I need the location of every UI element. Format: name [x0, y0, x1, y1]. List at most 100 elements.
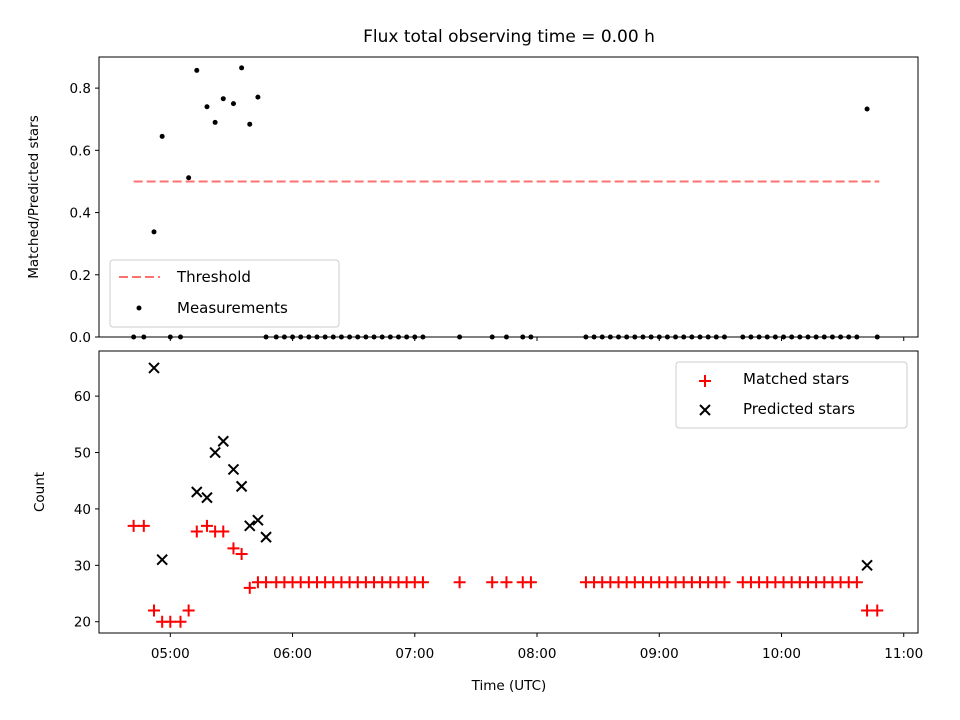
- measurement-point: [713, 334, 719, 340]
- measurement-point: [281, 334, 287, 340]
- measurement-point: [355, 334, 361, 340]
- matched-star-point: [137, 519, 150, 532]
- measurement-point: [616, 334, 622, 340]
- bottom-x-tick-label: 07:00: [395, 646, 434, 662]
- top-y-tick-label: 0.6: [70, 143, 91, 159]
- measurement-point: [748, 334, 754, 340]
- measurement-point: [781, 334, 787, 340]
- legend-matched-swatch: [699, 375, 711, 387]
- matched-star-point: [217, 525, 230, 538]
- predicted-star-point: [252, 514, 264, 526]
- predicted-star-point: [227, 463, 240, 476]
- measurement-point: [412, 334, 418, 340]
- measurement-point: [379, 334, 385, 340]
- matched-star-point: [861, 604, 874, 617]
- measurement-point: [204, 104, 210, 110]
- bottom-x-tick-label: 09:00: [640, 646, 679, 662]
- matched-star-point: [200, 519, 213, 532]
- matched-star-point: [524, 576, 537, 589]
- top-y-axis-label: Matched/Predicted stars: [26, 115, 42, 278]
- measurement-point: [306, 334, 312, 340]
- predicted-star-point: [244, 520, 256, 532]
- measurement-point: [721, 334, 727, 340]
- bottom-x-axis: 05:00 06:00 07:00 08:00 09:00 10:00 11:00: [151, 633, 923, 662]
- bottom-plot-frame: [98, 350, 919, 634]
- top-legend-box: [109, 259, 340, 328]
- measurement-point: [314, 334, 320, 340]
- measurement-point: [813, 334, 819, 340]
- matched-star-point: [148, 604, 161, 617]
- measurement-point: [273, 334, 279, 340]
- measurement-point: [829, 334, 835, 340]
- bottom-x-tick-label: 11:00: [884, 646, 923, 662]
- top-y-tick-label: 0.4: [70, 206, 91, 222]
- measurement-point: [673, 334, 679, 340]
- bottom-y-tick-label: 40: [74, 502, 91, 518]
- measurement-point: [520, 334, 526, 340]
- matched-star-point: [190, 525, 203, 538]
- measurement-point: [697, 334, 703, 340]
- measurement-point: [457, 334, 463, 340]
- measurement-point: [151, 229, 157, 235]
- measurement-point: [247, 121, 253, 127]
- measurement-point: [648, 334, 654, 340]
- bottom-y-tick-label: 50: [74, 446, 91, 462]
- measurement-point: [395, 334, 401, 340]
- measurement-point: [854, 334, 860, 340]
- top-y-tick-label: 0.2: [70, 268, 91, 284]
- matched-star-point: [127, 519, 140, 532]
- predicted-star-point: [235, 480, 248, 493]
- bottom-panel: 20 30 40 50 60 05:00 06:00 07:00 08:00 09:00 10:0…: [32, 350, 923, 694]
- matched-star-point: [500, 576, 513, 589]
- matched-star-point: [182, 604, 195, 617]
- measurement-point: [167, 334, 173, 340]
- top-panel: 0.00.20.40.60.8 Matched/Predicted stars …: [26, 56, 919, 346]
- measurement-point: [489, 334, 495, 340]
- measurement-point: [371, 334, 377, 340]
- measurement-point: [290, 334, 296, 340]
- measurement-point: [681, 334, 687, 340]
- measurement-point: [591, 334, 597, 340]
- bottom-legend: Matched stars Predicted stars: [675, 361, 908, 429]
- measurement-point: [756, 334, 762, 340]
- measurement-point: [805, 334, 811, 340]
- measurement-point: [212, 119, 218, 125]
- matched-star-point: [260, 576, 273, 589]
- matched-star-point: [486, 576, 499, 589]
- matched-star-point: [227, 542, 240, 555]
- legend-predicted-label: Predicted stars: [743, 400, 855, 418]
- bottom-y-tick-label: 30: [74, 558, 91, 574]
- measurement-point: [503, 334, 509, 340]
- measurement-point: [404, 334, 410, 340]
- measurement-point: [874, 334, 880, 340]
- measurement-point: [689, 334, 695, 340]
- legend-measurement-label: Measurements: [177, 299, 288, 317]
- measurement-point: [640, 334, 646, 340]
- legend-threshold-label: Threshold: [176, 268, 251, 286]
- measurement-point: [347, 334, 353, 340]
- matched-star-point: [164, 615, 177, 628]
- top-y-tick-label: 0.0: [70, 330, 91, 346]
- predicted-star-point: [260, 531, 272, 543]
- predicted-star-point: [209, 446, 221, 459]
- bottom-y-axis-label: Count: [32, 472, 48, 512]
- measurement-point: [528, 334, 534, 340]
- measurement-point: [420, 334, 426, 340]
- top-legend: Threshold Measurements: [109, 259, 340, 328]
- legend-measurement-swatch: [136, 305, 142, 311]
- predicted-points: [148, 362, 873, 572]
- legend-predicted-swatch: [699, 404, 711, 416]
- measurement-point: [177, 334, 183, 340]
- matched-star-point: [243, 581, 256, 594]
- predicted-star-point: [201, 491, 213, 504]
- bottom-x-tick-label: 05:00: [151, 646, 190, 662]
- matched-star-point: [871, 604, 884, 617]
- measurement-point: [599, 334, 605, 340]
- measurement-point: [772, 334, 778, 340]
- predicted-star-point: [861, 559, 873, 572]
- measurement-point: [607, 334, 613, 340]
- measurement-point: [764, 334, 770, 340]
- measurement-point: [239, 65, 245, 71]
- top-y-axis: 0.0 0.2 0.4 0.6 0.8: [70, 81, 99, 346]
